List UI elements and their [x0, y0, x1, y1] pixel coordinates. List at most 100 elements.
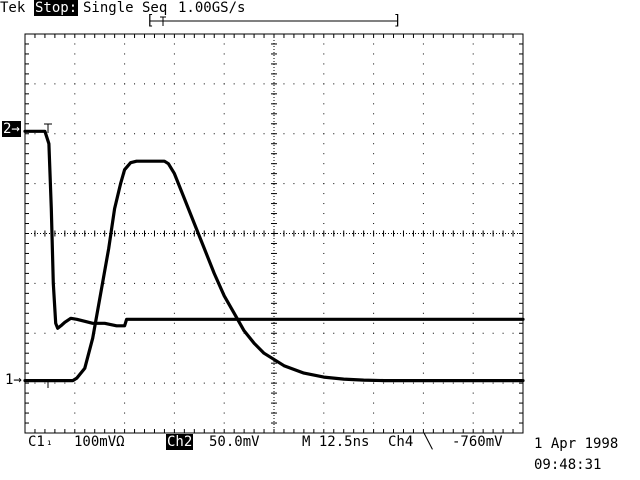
- grid-dot: [124, 242, 126, 244]
- grid-dot: [34, 332, 36, 334]
- grid-dot: [472, 163, 474, 165]
- grid-dot: [472, 173, 474, 175]
- grid-dot: [422, 53, 424, 55]
- grid-dot: [263, 332, 265, 334]
- grid-dot: [323, 63, 325, 65]
- grid-dot: [323, 392, 325, 394]
- grid-dot: [124, 193, 126, 195]
- grid-dot: [323, 242, 325, 244]
- grid-dot: [203, 83, 205, 85]
- ch1-ground-marker: 1→: [5, 372, 22, 388]
- grid-dot: [84, 332, 86, 334]
- grid-dot: [363, 382, 365, 384]
- grid-dot: [253, 133, 255, 135]
- grid-dot: [173, 63, 175, 65]
- grid-dot: [462, 83, 464, 85]
- grid-dot: [84, 183, 86, 185]
- grid-dot: [293, 332, 295, 334]
- grid-dot: [223, 183, 225, 185]
- grid-dot: [64, 282, 66, 284]
- grid-dot: [422, 242, 424, 244]
- grid-dot: [243, 382, 245, 384]
- grid-dot: [422, 302, 424, 304]
- grid-dot: [422, 173, 424, 175]
- grid-dot: [472, 133, 474, 135]
- grid-dot: [412, 83, 414, 85]
- grid-dot: [343, 183, 345, 185]
- grid-dot: [134, 282, 136, 284]
- grid-dot: [323, 322, 325, 324]
- grid-dot: [422, 252, 424, 254]
- grid-dot: [373, 282, 375, 284]
- grid-dot: [223, 163, 225, 165]
- grid-dot: [44, 183, 46, 185]
- grid-dot: [333, 83, 335, 85]
- grid-dot: [353, 183, 355, 185]
- grid-dot: [373, 153, 375, 155]
- grid-dot: [422, 123, 424, 125]
- grid-dot: [173, 213, 175, 215]
- grid-dot: [313, 282, 315, 284]
- grid-dot: [323, 272, 325, 274]
- grid-dot: [223, 262, 225, 264]
- ch1-scale: 100mVΩ: [74, 434, 125, 450]
- grid-dot: [373, 163, 375, 165]
- grid-dot: [472, 412, 474, 414]
- grid-dot: [124, 203, 126, 205]
- grid-dot: [383, 83, 385, 85]
- grid-dot: [104, 133, 106, 135]
- grid-dot: [163, 133, 165, 135]
- grid-dot: [393, 382, 395, 384]
- grid-dot: [472, 83, 474, 85]
- grid-dot: [472, 193, 474, 195]
- grid-dot: [173, 282, 175, 284]
- grid-dot: [373, 223, 375, 225]
- grid-dot: [134, 133, 136, 135]
- grid-dot: [203, 133, 205, 135]
- grid-dot: [283, 382, 285, 384]
- grid-dot: [104, 382, 106, 384]
- grid-dot: [472, 272, 474, 274]
- grid-dot: [223, 372, 225, 374]
- grid-dot: [233, 183, 235, 185]
- grid-dot: [492, 332, 494, 334]
- grid-dot: [173, 382, 175, 384]
- grid-dot: [422, 113, 424, 115]
- grid-dot: [293, 133, 295, 135]
- grid-dot: [373, 193, 375, 195]
- grid-dot: [124, 372, 126, 374]
- grid-dot: [84, 282, 86, 284]
- grid-dot: [223, 282, 225, 284]
- grid-dot: [124, 422, 126, 424]
- grid-dot: [223, 213, 225, 215]
- grid-dot: [124, 43, 126, 45]
- grid-dot: [134, 332, 136, 334]
- grid-dot: [373, 322, 375, 324]
- grid-dot: [223, 63, 225, 65]
- grid-dot: [34, 183, 36, 185]
- grid-dot: [373, 43, 375, 45]
- grid-dot: [283, 83, 285, 85]
- grid-dot: [223, 272, 225, 274]
- grid-dot: [223, 113, 225, 115]
- capture-date: 1 Apr 1998: [534, 436, 619, 452]
- grid-dot: [173, 372, 175, 374]
- grid-dot: [233, 382, 235, 384]
- grid-dot: [223, 352, 225, 354]
- grid-dot: [482, 83, 484, 85]
- waveform-trace-2: [23, 159, 525, 383]
- grid-dot: [472, 183, 474, 185]
- grid-dot: [223, 133, 225, 135]
- acquisition-mode: Single Seq: [83, 0, 168, 16]
- grid-dot: [213, 282, 215, 284]
- grid-dot: [223, 242, 225, 244]
- grid-dot: [223, 43, 225, 45]
- grid-dot: [502, 382, 504, 384]
- grid-dot: [74, 262, 76, 264]
- grid-dot: [223, 143, 225, 145]
- grid-dot: [173, 302, 175, 304]
- grid-dot: [114, 83, 116, 85]
- grid-dot: [373, 422, 375, 424]
- grid-dot: [173, 123, 175, 125]
- sample-rate: 1.00GS/s: [178, 0, 246, 16]
